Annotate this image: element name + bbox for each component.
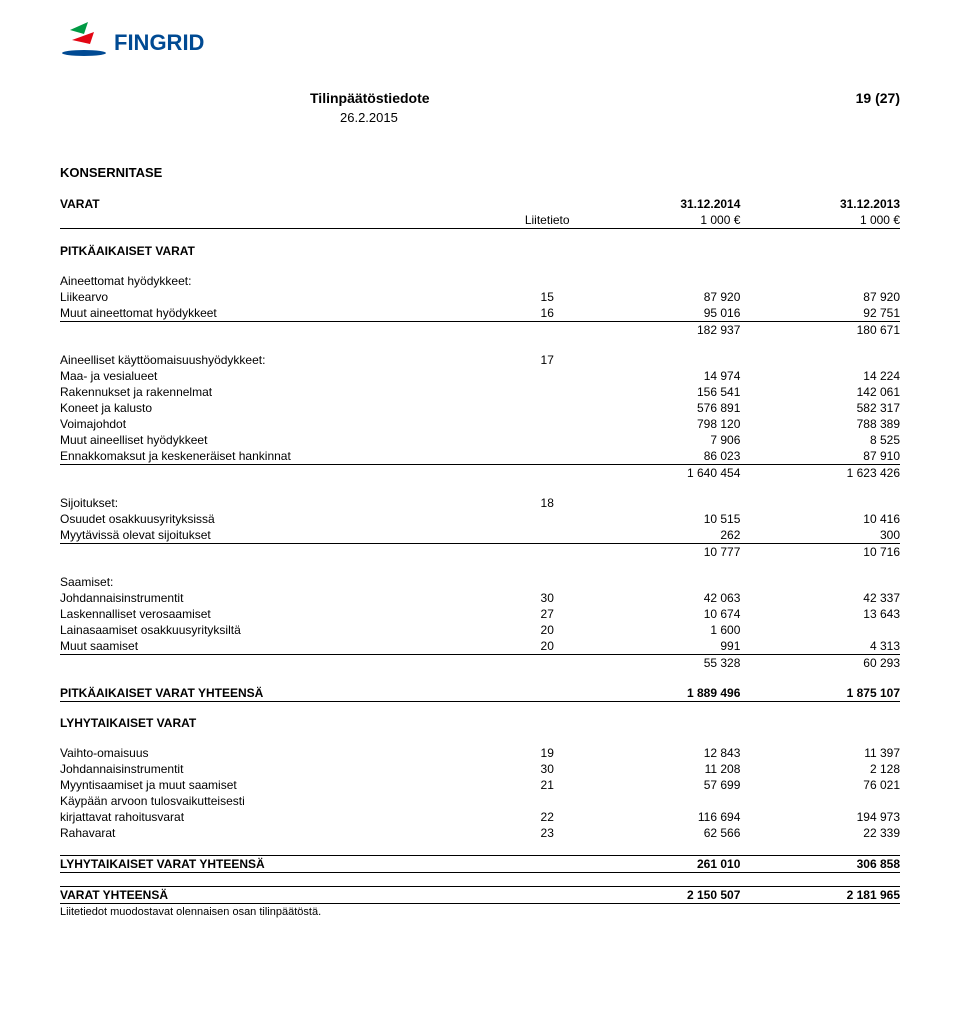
row-liikearvo: Liikearvo 15 87 920 87 920 — [60, 289, 900, 305]
row-kaypa-2: kirjattavat rahoitusvarat 22 116 694194 … — [60, 809, 900, 825]
row-johdannais: Johdannaisinstrumentit 30 42 06342 337 — [60, 590, 900, 606]
balance-sheet-table: VARAT 31.12.2014 31.12.2013 Liitetieto 1… — [60, 196, 900, 904]
row-aineelliset-sum: 1 640 4541 623 426 — [60, 464, 900, 481]
row-myytavissa: Myytävissä olevat sijoitukset 262300 — [60, 527, 900, 544]
section-konsernitase: KONSERNITASE — [60, 165, 900, 180]
svg-text:FINGRID: FINGRID — [114, 30, 204, 55]
row-muut-aineettomat: Muut aineettomat hyödykkeet 16 95 016 92… — [60, 305, 900, 322]
label-aineettomat: Aineettomat hyödykkeet: — [60, 273, 514, 289]
label-aineelliset: Aineelliset käyttöomaisuushyödykkeet: — [60, 352, 514, 368]
row-maa: Maa- ja vesialueet 14 97414 224 — [60, 368, 900, 384]
row-muut-saamiset: Muut saamiset 20 9914 313 — [60, 638, 900, 655]
unit-1: 1 000 € — [581, 212, 741, 229]
row-aineettomat-sum: 182 937 180 671 — [60, 321, 900, 338]
page-number: 19 (27) — [856, 90, 900, 106]
row-osuudet: Osuudet osakkuusyrityksissä 10 51510 416 — [60, 511, 900, 527]
heading-varat: VARAT — [60, 196, 514, 212]
heading-lyhyt: LYHYTAIKAISET VARAT — [60, 715, 514, 731]
logo-area: FINGRID — [60, 20, 900, 70]
row-varat-yhteensa: VARAT YHTEENSÄ 2 150 507 2 181 965 — [60, 886, 900, 903]
heading-pitka: PITKÄAIKAISET VARAT — [60, 243, 514, 259]
doc-title: Tilinpäätöstiedote — [310, 90, 430, 106]
row-rahavarat: Rahavarat 23 62 56622 339 — [60, 825, 900, 841]
row-lyhyt-yhteensa: LYHYTAIKAISET VARAT YHTEENSÄ 261 010 306… — [60, 855, 900, 872]
row-laskennalliset: Laskennalliset verosaamiset 27 10 67413 … — [60, 606, 900, 622]
row-voimajohdot: Voimajohdot 798 120788 389 — [60, 416, 900, 432]
row-lainasaamiset: Lainasaamiset osakkuusyrityksiltä 20 1 6… — [60, 622, 900, 638]
unit-2: 1 000 € — [740, 212, 900, 229]
row-saamiset-sum: 55 32860 293 — [60, 654, 900, 671]
row-koneet: Koneet ja kalusto 576 891582 317 — [60, 400, 900, 416]
row-vaihto: Vaihto-omaisuus 19 12 84311 397 — [60, 745, 900, 761]
row-muut-aineelliset: Muut aineelliset hyödykkeet 7 9068 525 — [60, 432, 900, 448]
row-kaypa-1: Käypään arvoon tulosvaikutteisesti — [60, 793, 900, 809]
row-myyntisaamiset: Myyntisaamiset ja muut saamiset 21 57 69… — [60, 777, 900, 793]
label-saamiset: Saamiset: — [60, 574, 514, 590]
col-2014: 31.12.2014 — [581, 196, 741, 212]
fingrid-logo: FINGRID — [60, 20, 260, 69]
doc-date: 26.2.2015 — [60, 110, 900, 125]
row-johdannais-lyhyt: Johdannaisinstrumentit 30 11 2082 128 — [60, 761, 900, 777]
row-rakennukset: Rakennukset ja rakennelmat 156 541142 06… — [60, 384, 900, 400]
document-header: Tilinpäätöstiedote 19 (27) — [60, 90, 900, 106]
liitetieto-label: Liitetieto — [514, 212, 581, 229]
footnote: Liitetiedot muodostavat olennaisen osan … — [60, 906, 900, 918]
row-pitka-yhteensa: PITKÄAIKAISET VARAT YHTEENSÄ 1 889 496 1… — [60, 685, 900, 702]
row-sijoitukset-sum: 10 77710 716 — [60, 543, 900, 560]
row-ennakko: Ennakkomaksut ja keskeneräiset hankinnat… — [60, 448, 900, 465]
label-sijoitukset: Sijoitukset: — [60, 495, 514, 511]
col-2013: 31.12.2013 — [740, 196, 900, 212]
